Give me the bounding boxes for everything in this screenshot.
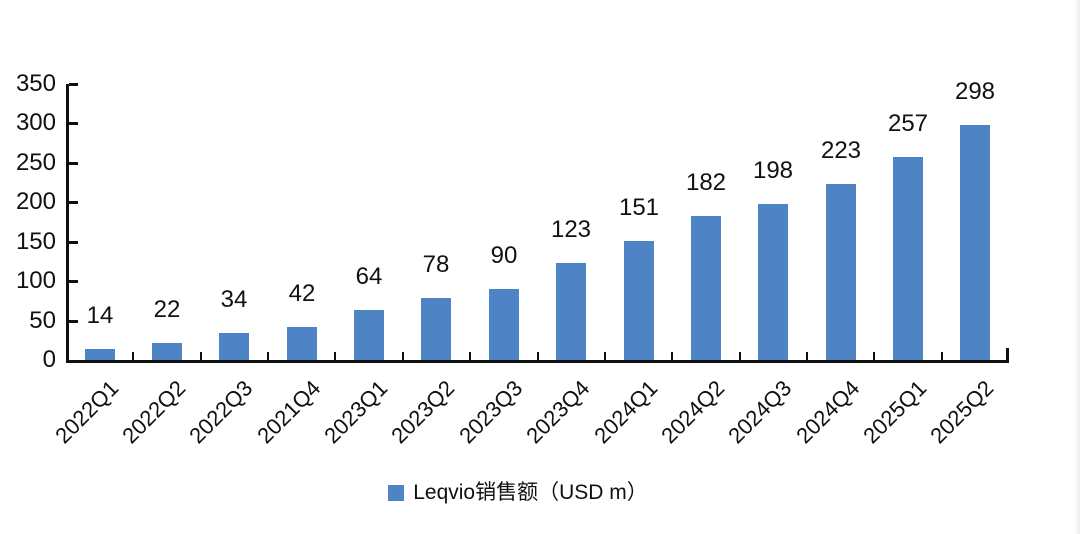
bar-value-label: 34 <box>220 286 248 313</box>
x-axis-tick <box>873 352 876 360</box>
x-axis-tick <box>334 352 337 360</box>
x-axis-tick <box>805 352 808 360</box>
y-axis-tick-label: 350 <box>15 70 56 97</box>
y-axis-tick-label: 200 <box>15 188 56 216</box>
x-axis-tick <box>199 352 202 360</box>
y-axis-tick <box>69 122 78 126</box>
y-axis-tick <box>69 280 78 284</box>
x-axis-label: 2025Q1 <box>857 375 931 449</box>
bar-2025Q1 <box>893 157 923 360</box>
x-axis-tick <box>469 352 472 360</box>
y-axis-tick-label: 0 <box>42 346 56 373</box>
y-axis-tick <box>69 319 78 323</box>
x-axis-line <box>66 360 1009 363</box>
bar-value-label: 257 <box>887 110 929 137</box>
legend-swatch <box>388 485 405 501</box>
x-axis-label: 2024Q4 <box>790 375 864 449</box>
x-axis-tick <box>940 352 943 360</box>
bar-2022Q2 <box>152 343 182 360</box>
x-axis-tick <box>132 352 135 360</box>
x-axis-label: 2023Q4 <box>520 375 594 449</box>
x-axis-tick <box>671 352 674 360</box>
bar-value-label: 198 <box>752 157 794 184</box>
x-axis-label: 2021Q4 <box>251 375 325 449</box>
right-edge-shadow <box>1074 0 1080 534</box>
x-axis-label: 2023Q3 <box>453 375 527 449</box>
x-axis-tick <box>267 352 270 360</box>
y-axis-tick <box>69 201 78 205</box>
x-axis-label: 2022Q1 <box>49 375 123 449</box>
x-axis-tick <box>738 352 741 360</box>
bar-2022Q1 <box>85 349 115 360</box>
x-axis-end-tick <box>1006 348 1009 360</box>
y-axis-tick-label: 150 <box>15 227 56 255</box>
bar-value-label: 123 <box>550 216 592 243</box>
bar-2023Q2 <box>421 298 451 360</box>
bar-2023Q1 <box>354 310 384 360</box>
bar-2024Q2 <box>691 216 721 360</box>
y-axis-tick-label: 50 <box>29 306 56 334</box>
bar-2024Q3 <box>758 204 788 360</box>
x-axis-label: 2023Q2 <box>385 375 459 449</box>
x-axis-label: 2024Q2 <box>655 375 729 449</box>
x-axis-label: 2022Q2 <box>116 375 190 449</box>
y-axis-line <box>66 84 69 363</box>
bar-value-label: 14 <box>86 302 114 329</box>
y-axis-tick-label: 250 <box>15 148 56 176</box>
bar-value-label: 78 <box>422 251 450 278</box>
x-axis-label: 2023Q1 <box>318 375 392 449</box>
bar-2023Q4 <box>556 263 586 360</box>
y-axis-tick-label: 300 <box>15 109 56 137</box>
bar-2025Q2 <box>960 125 990 360</box>
x-axis-tick <box>401 352 404 360</box>
legend-label: Leqvio销售额（USD m） <box>413 481 648 504</box>
bar-2024Q4 <box>826 184 856 360</box>
bar-2021Q4 <box>287 327 317 360</box>
x-axis-tick <box>536 352 539 360</box>
bar-value-label: 90 <box>490 242 518 269</box>
bar-2023Q3 <box>489 289 519 360</box>
bar-value-label: 182 <box>685 169 727 196</box>
x-axis-label: 2024Q3 <box>722 375 796 449</box>
bar-value-label: 298 <box>954 78 996 105</box>
bar-2024Q1 <box>624 241 654 360</box>
bar-value-label: 42 <box>288 280 316 307</box>
x-axis-tick <box>603 352 606 360</box>
bar-2022Q3 <box>219 333 249 360</box>
bar-value-label: 151 <box>618 194 660 221</box>
y-axis-tick-label: 100 <box>15 267 56 295</box>
legend: Leqvio销售额（USD m） <box>0 481 1058 505</box>
x-axis-label: 2022Q3 <box>183 375 257 449</box>
y-axis-tick <box>69 161 78 165</box>
y-axis-tick <box>69 83 78 86</box>
bar-value-label: 22 <box>153 296 181 323</box>
bar-value-label: 223 <box>820 137 862 164</box>
x-axis-label: 2024Q1 <box>588 375 662 449</box>
bar-value-label: 64 <box>355 263 383 290</box>
x-axis-label: 2025Q2 <box>924 375 998 449</box>
y-axis-tick <box>69 240 78 244</box>
